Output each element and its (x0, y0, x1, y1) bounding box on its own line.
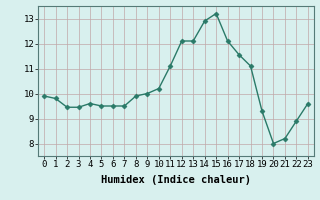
X-axis label: Humidex (Indice chaleur): Humidex (Indice chaleur) (101, 175, 251, 185)
